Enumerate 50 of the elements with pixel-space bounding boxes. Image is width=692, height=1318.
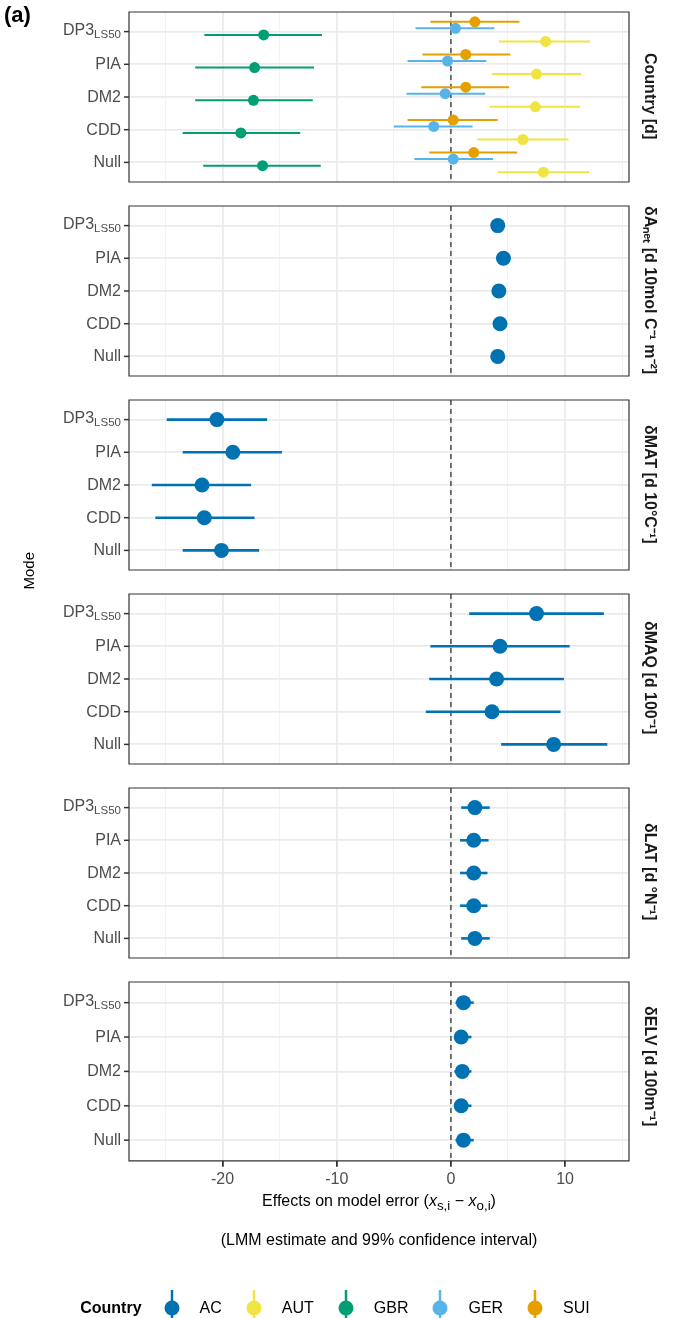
text: GBR xyxy=(373,1299,409,1317)
y-tick-label: CDD xyxy=(86,120,121,139)
y-tick-label: Null xyxy=(93,1131,121,1150)
y-tick-label: CDD xyxy=(86,896,121,915)
y-axis-title: Mode xyxy=(20,552,37,590)
text: AUT xyxy=(281,1299,314,1317)
text: (LMM estimate and 99% confidence interval) xyxy=(219,1231,539,1250)
y2-axis-title: δELV [d 100m⁻¹] xyxy=(641,1004,660,1129)
y-tick-label: CDD xyxy=(86,508,121,527)
text: GER xyxy=(468,1299,504,1317)
y-tick-label: DP3$_{LS50}$ xyxy=(62,408,121,430)
y-tick-label: CDD xyxy=(86,314,121,333)
x-tick-label: 10 xyxy=(556,1169,575,1187)
y2-axis-title: Country [d] xyxy=(641,51,660,142)
y-tick-label: PIA xyxy=(95,443,121,462)
y-tick-label: DM2 xyxy=(87,670,121,688)
y-tick-label: CDD xyxy=(86,1096,121,1115)
y2-axis-title: δAₙₑₜ [d 10mol C⁻¹ m⁻²] xyxy=(641,204,660,376)
y-tick-label: DM2 xyxy=(87,88,121,106)
text: (a) xyxy=(4,2,31,28)
y-tick-label: Null xyxy=(93,153,121,172)
y-tick-label: DP3$_{LS50}$ xyxy=(62,214,121,236)
y-tick-label: DP3$_{LS50}$ xyxy=(62,20,121,42)
y2-axis-title: δMAQ [d 100⁻¹] xyxy=(641,620,660,737)
x-axis-title: Effects on model error (x$_{s,i}$ − x$_{o,i}$) xyxy=(261,1192,497,1214)
y-tick-label: DP3$_{LS50}$ xyxy=(62,991,121,1013)
y-tick-label: CDD xyxy=(86,702,121,721)
legend-title: Country xyxy=(80,1299,142,1318)
y-tick-label: PIA xyxy=(95,249,121,268)
y-tick-label: Null xyxy=(93,347,121,366)
y-tick-label: PIA xyxy=(95,831,121,850)
y-tick-label: Null xyxy=(93,735,121,754)
y-tick-label: PIA xyxy=(95,1028,121,1046)
x-tick-label: -20 xyxy=(211,1169,235,1187)
y-tick-label: DM2 xyxy=(87,1062,121,1081)
y-tick-label: Null xyxy=(93,541,121,560)
y2-axis-title: δMAT [d 10°C⁻¹] xyxy=(641,423,660,546)
x-tick-label: 0 xyxy=(446,1169,456,1187)
y-tick-label: Null xyxy=(93,929,121,948)
y-tick-label: PIA xyxy=(95,637,121,656)
y-tick-label: DM2 xyxy=(87,282,121,300)
y-tick-label: DP3$_{LS50}$ xyxy=(62,796,121,818)
y-tick-label: DP3$_{LS50}$ xyxy=(62,602,121,624)
y2-axis-title: δLAT [d °N⁻¹] xyxy=(641,822,660,923)
y-tick-label: DM2 xyxy=(87,476,121,494)
y-tick-label: DM2 xyxy=(87,864,121,882)
y-tick-label: PIA xyxy=(95,55,121,74)
legend-label: AC xyxy=(199,1299,222,1318)
text: SUI xyxy=(563,1299,590,1317)
x-tick-label: -10 xyxy=(325,1169,349,1187)
